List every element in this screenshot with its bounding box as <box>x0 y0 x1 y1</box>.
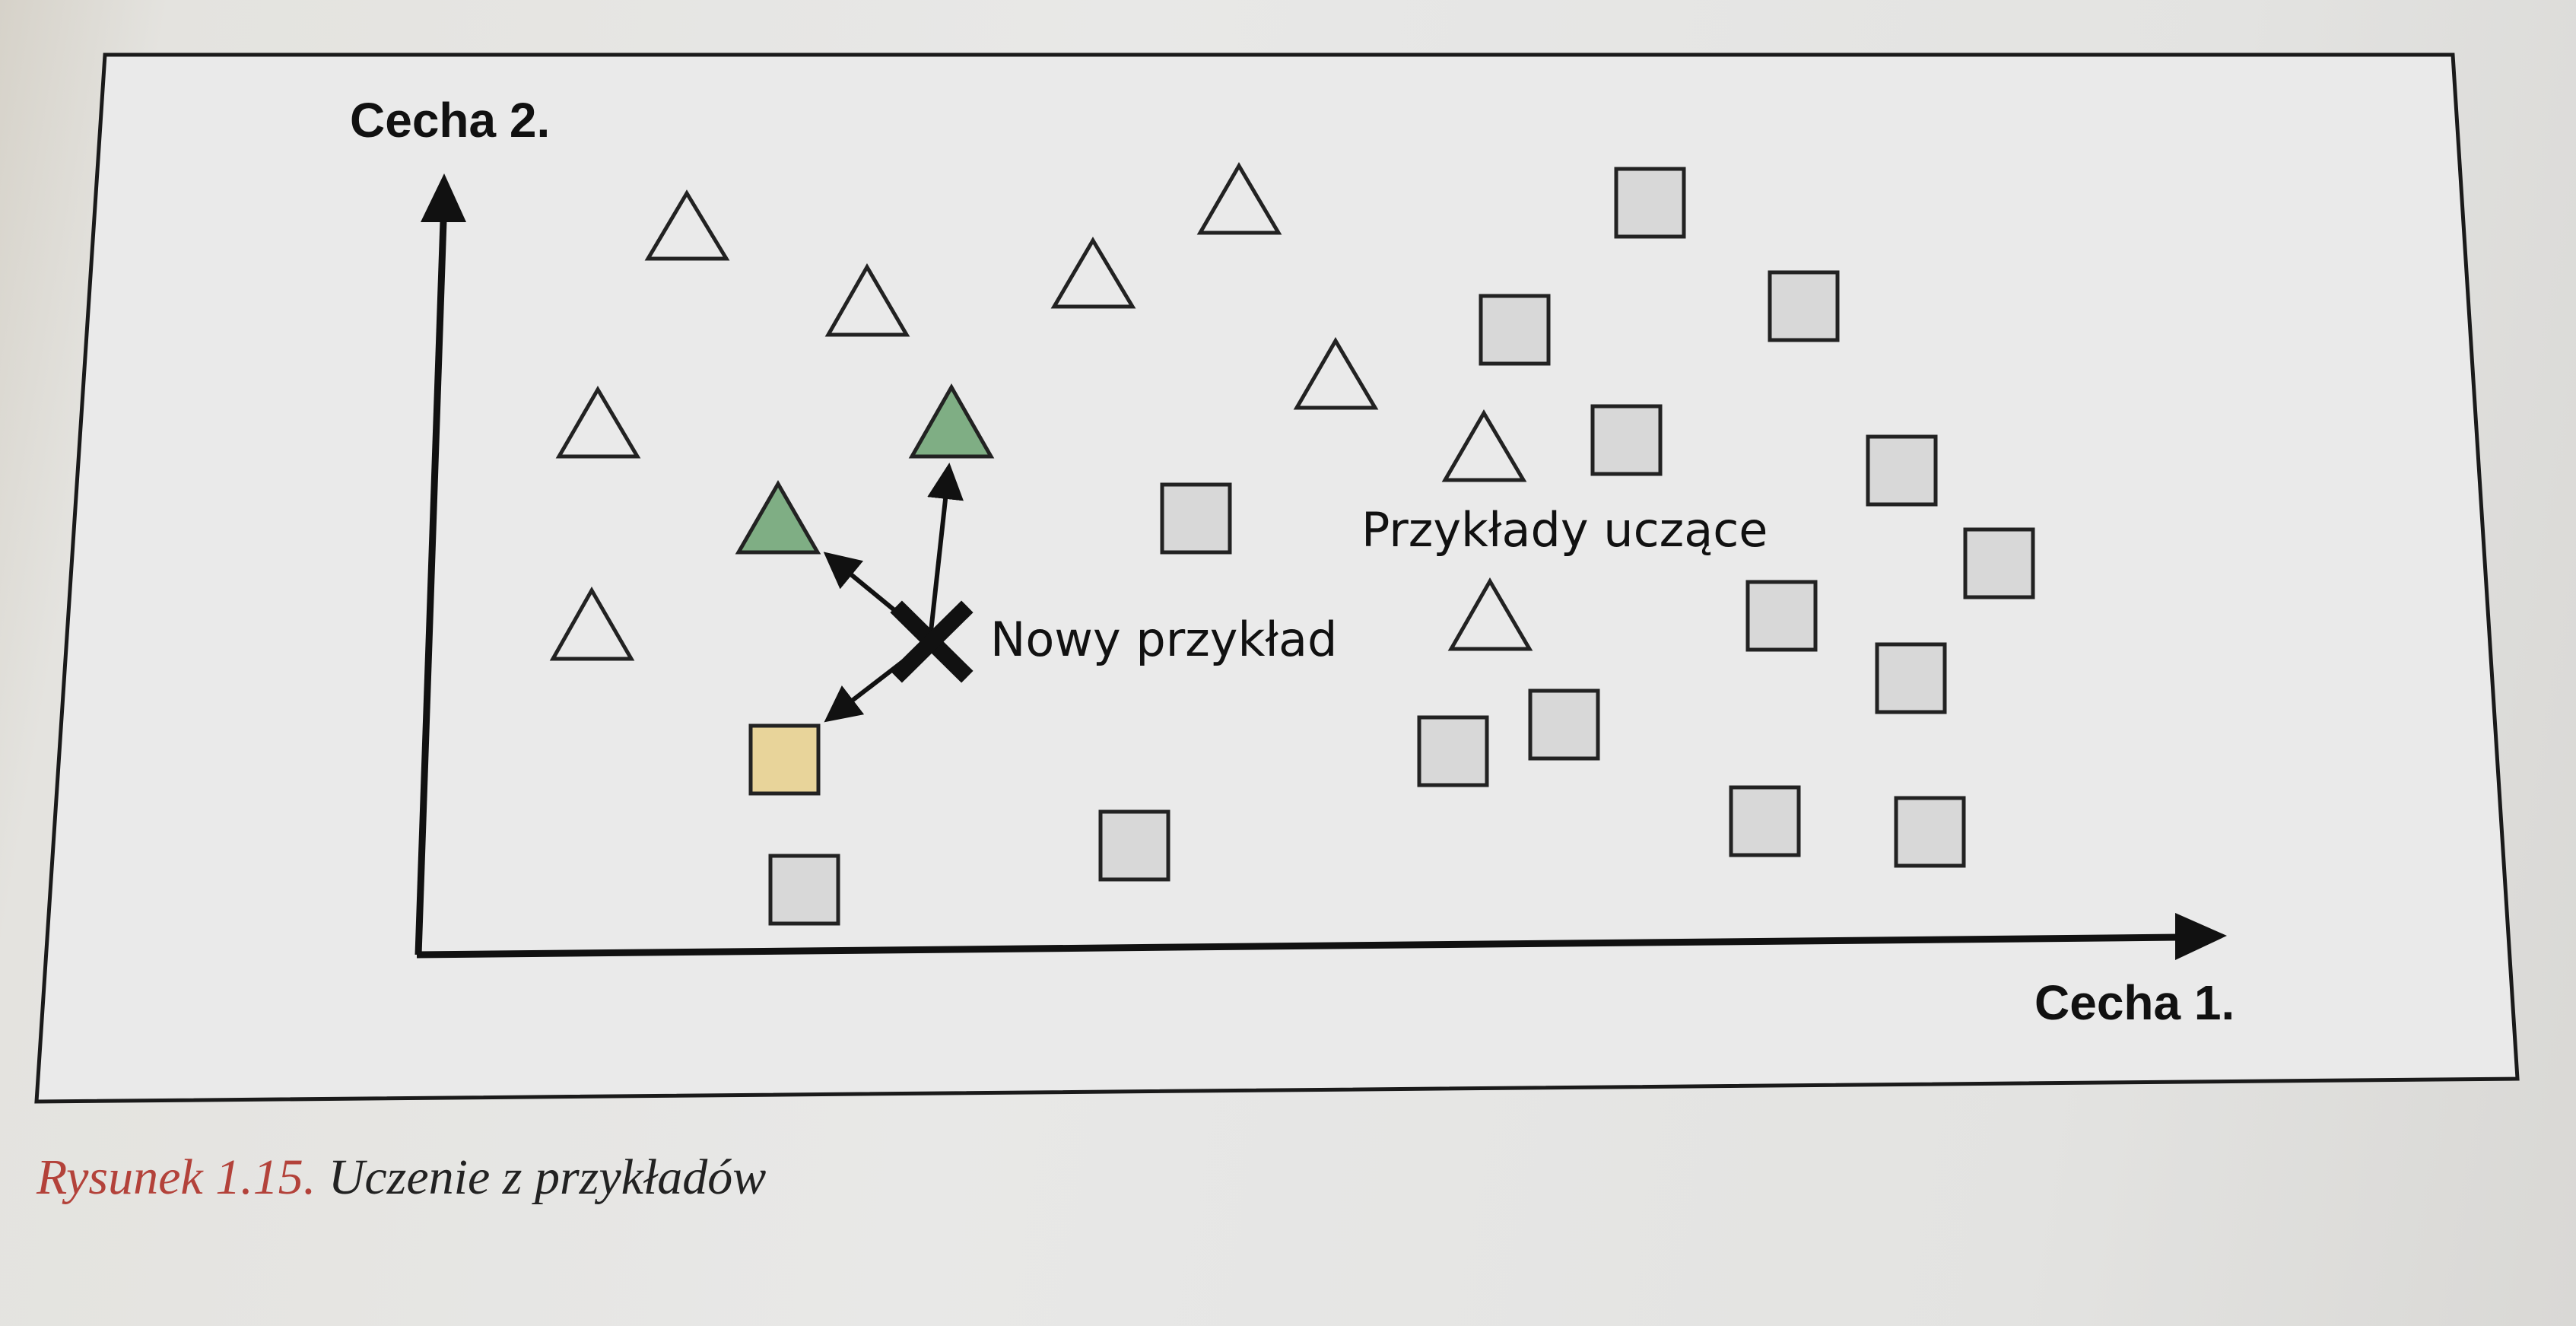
square-marker <box>1528 688 1600 761</box>
neighbor-triangle-marker <box>908 383 995 459</box>
square-marker <box>1963 527 2035 599</box>
triangle-marker <box>644 189 730 261</box>
x-axis <box>416 933 2180 959</box>
square-marker <box>1768 270 1840 342</box>
training-examples-label: Przykłady uczące <box>1361 502 1768 558</box>
triangle-marker <box>1050 237 1136 309</box>
square-marker <box>1098 809 1170 882</box>
x-axis-label: Cecha 1. <box>2034 975 2235 1030</box>
y-axis-arrowhead <box>421 173 466 222</box>
axes <box>415 173 2227 960</box>
square-marker <box>1614 167 1686 239</box>
triangle-marker <box>1447 577 1533 651</box>
caption-number: Rysunek 1.15. <box>37 1150 316 1205</box>
triangle-marker <box>549 586 635 661</box>
caption-text: Uczenie z przykładów <box>328 1150 767 1205</box>
new-example-label: Nowy przykład <box>990 612 1337 667</box>
square-marker <box>1729 785 1801 857</box>
triangle-marker <box>1293 337 1379 410</box>
y-axis <box>415 220 447 956</box>
triangle-group <box>549 162 1533 661</box>
y-axis-label: Cecha 2. <box>350 93 550 148</box>
triangle-marker <box>555 386 641 459</box>
square-marker <box>1745 580 1818 652</box>
square-marker <box>768 854 840 926</box>
arrow-to-green-triangle-top <box>927 463 964 632</box>
new-example-marker <box>890 600 974 683</box>
square-marker <box>1894 796 1966 868</box>
triangle-marker <box>824 263 910 337</box>
square-marker <box>1479 294 1551 366</box>
square-group <box>768 167 2035 926</box>
triangle-marker <box>1196 162 1282 235</box>
neighbor-triangle-marker <box>735 480 821 555</box>
triangle-marker <box>1441 409 1527 482</box>
figure-caption: Rysunek 1.15. Uczenie z przykładów <box>37 1149 766 1207</box>
square-marker <box>1160 482 1232 555</box>
square-marker <box>1590 404 1663 476</box>
square-marker <box>1417 715 1489 787</box>
square-marker <box>1875 642 1947 714</box>
square-marker <box>1866 434 1938 507</box>
x-axis-arrowhead <box>2175 913 2227 960</box>
neighbor-square-marker <box>748 723 821 796</box>
